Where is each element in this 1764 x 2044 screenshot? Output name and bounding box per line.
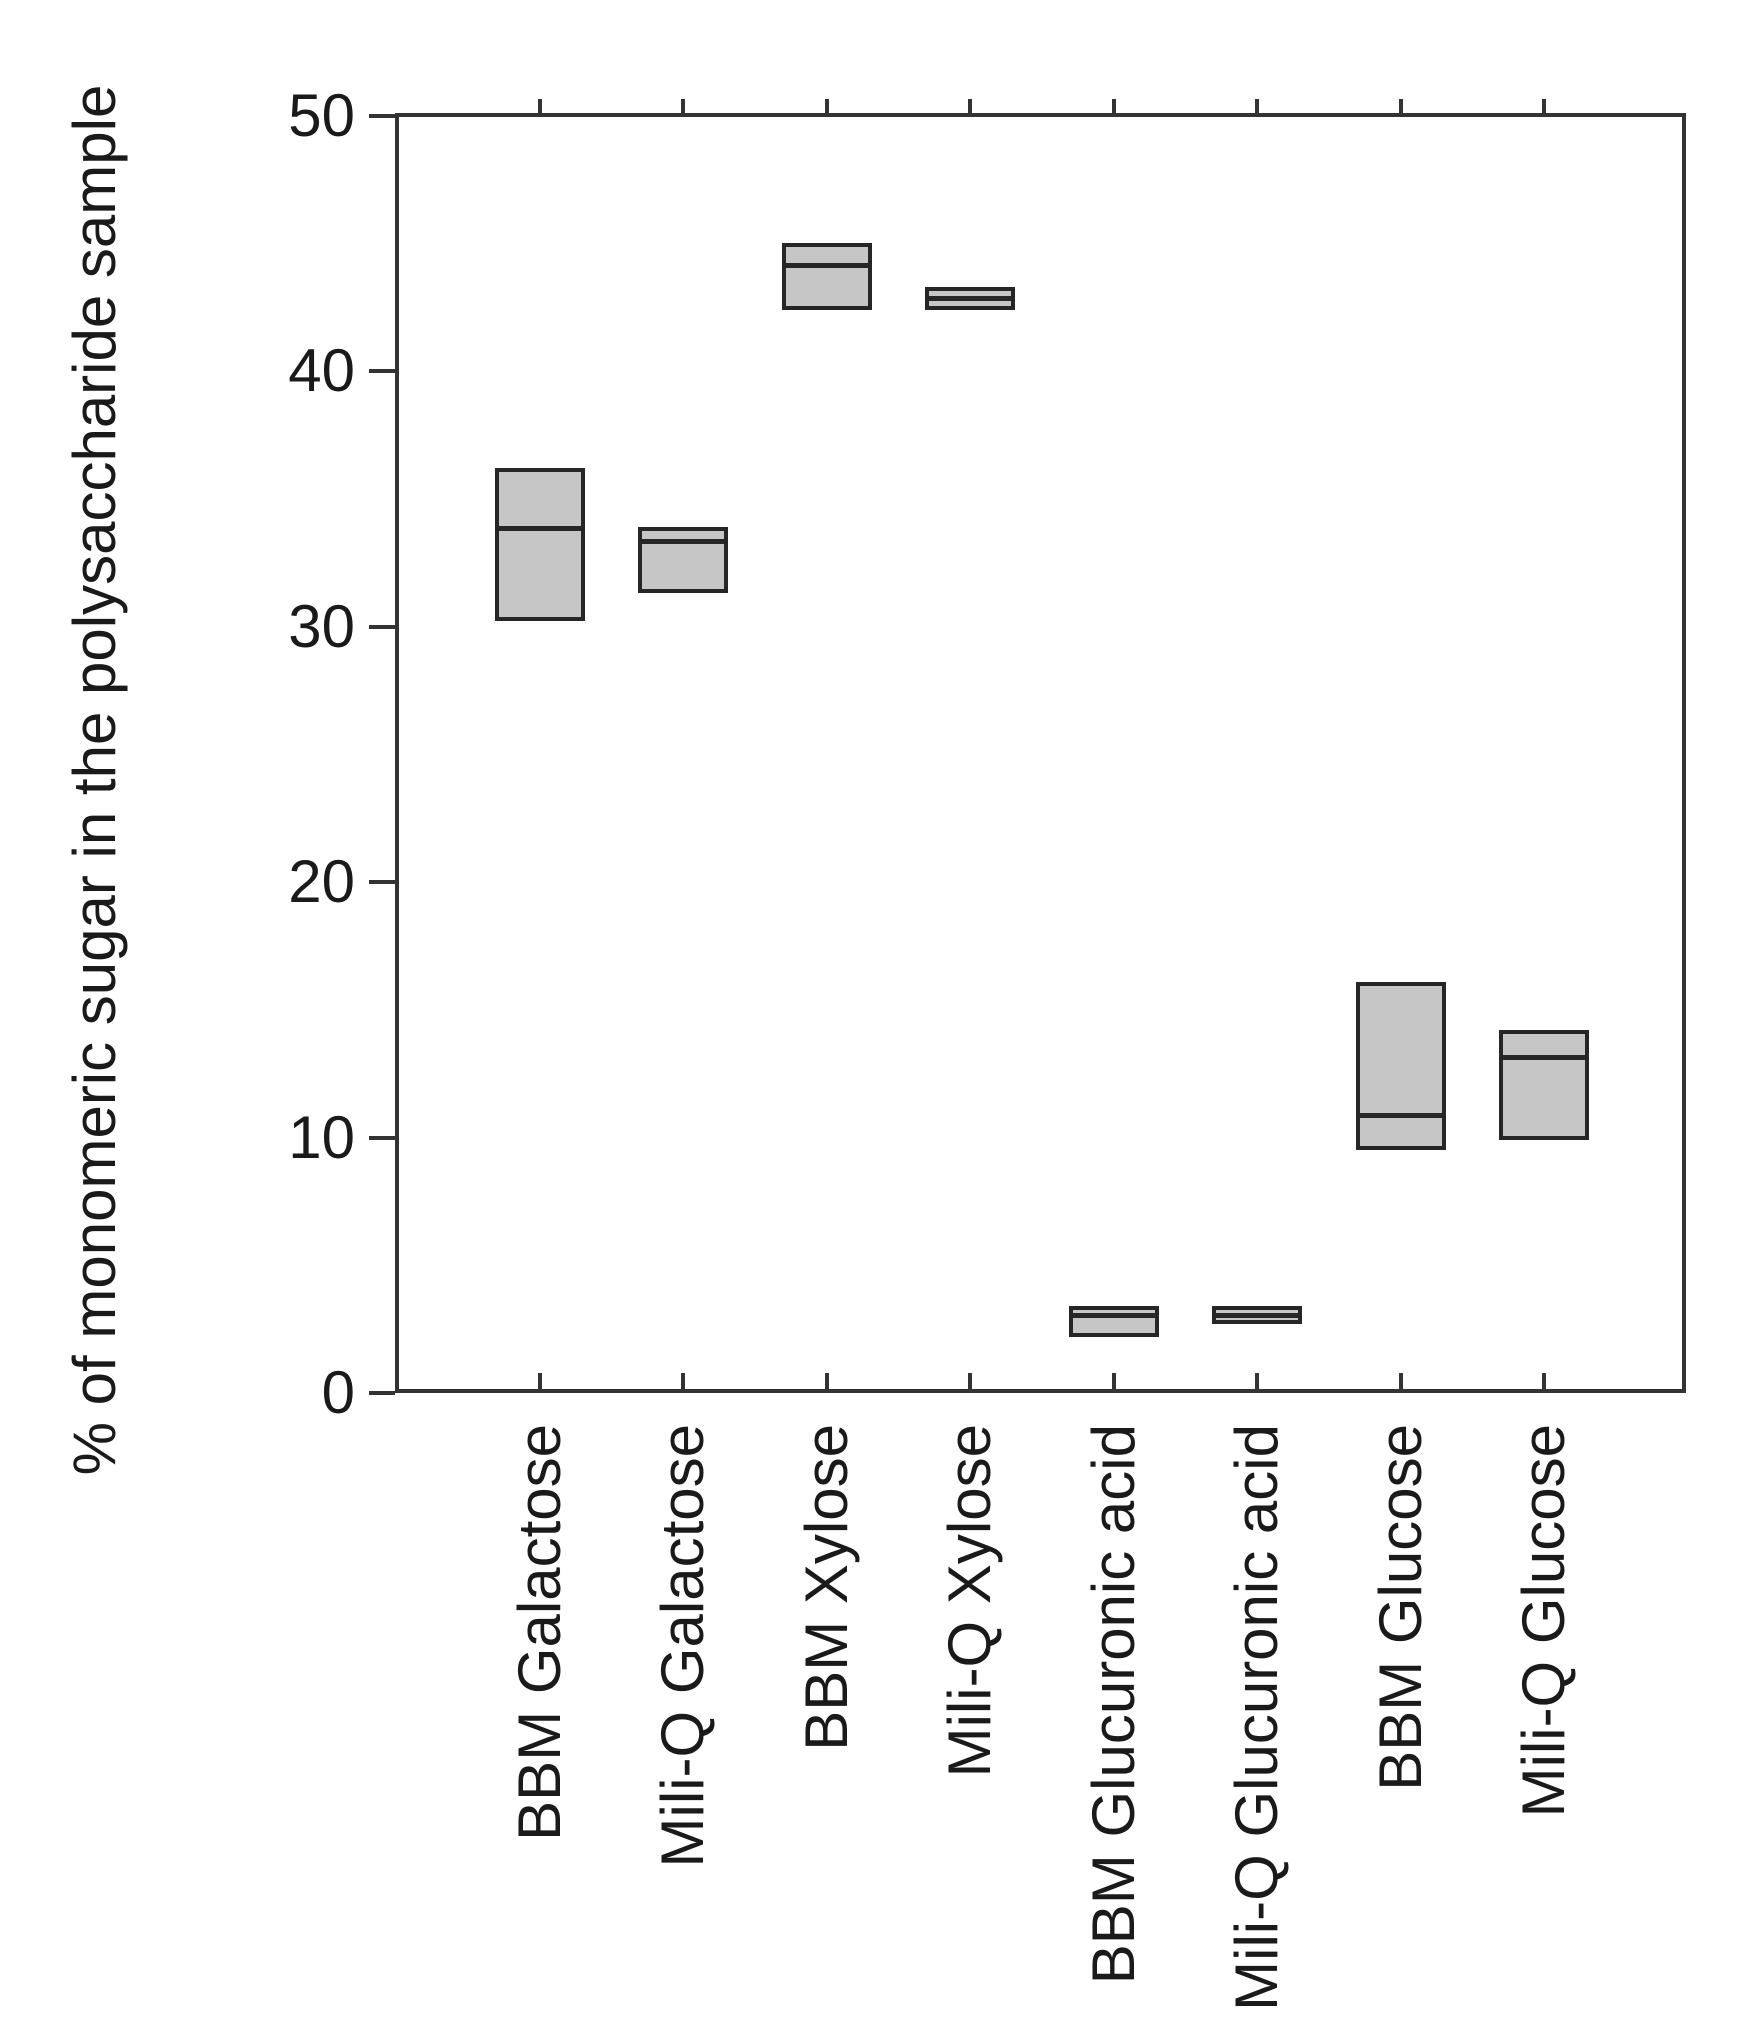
- x-category-label-bbm-galactose: BBM Galactose: [506, 1424, 573, 1841]
- x-axis-tick-bottom: [1255, 1373, 1260, 1391]
- x-category-label-bbm-glucose: BBM Glucose: [1366, 1424, 1434, 1791]
- x-category-label-mili-q-galactose: Mili-Q Galactose: [649, 1424, 717, 1868]
- y-axis-tick-label: 20: [288, 848, 355, 915]
- x-axis-tick-top: [1255, 99, 1260, 113]
- x-axis-tick-bottom: [681, 1373, 686, 1391]
- y-axis-tick-label: 30: [288, 592, 355, 660]
- x-category-label-bbm-glucuronic-acid: BBM Glucuronic acid: [1079, 1424, 1147, 1985]
- y-axis-tick: [369, 1391, 395, 1395]
- median-line-mili-q-xylose: [929, 295, 1012, 301]
- y-axis-tick: [369, 113, 395, 118]
- x-axis-tick-top: [1542, 99, 1546, 113]
- median-line-bbm-xylose: [785, 262, 868, 268]
- x-axis-tick-bottom: [1542, 1373, 1546, 1391]
- median-line-bbm-galactose: [499, 525, 581, 531]
- y-axis-tick-label: 40: [288, 337, 355, 404]
- median-line-bbm-glucuronic-acid: [1072, 1312, 1155, 1318]
- plot-frame: [395, 113, 1686, 1393]
- median-line-mili-q-glucose: [1503, 1054, 1585, 1060]
- y-axis-tick: [369, 369, 395, 373]
- x-axis-tick-top: [824, 99, 829, 113]
- x-axis-tick-top: [1111, 99, 1116, 113]
- box-mili-q-glucose: [1499, 1030, 1589, 1141]
- x-axis-tick-bottom: [1398, 1373, 1403, 1391]
- y-axis-tick: [369, 880, 395, 884]
- box-bbm-xylose: [781, 243, 872, 310]
- y-axis-title: % of monomeric sugar in the polysacchari…: [61, 84, 128, 1476]
- box-bbm-galactose: [495, 468, 585, 622]
- x-axis-tick-top: [1398, 99, 1403, 113]
- x-axis-tick-bottom: [968, 1373, 973, 1391]
- box-bbm-glucuronic-acid: [1068, 1306, 1159, 1337]
- x-axis-tick-bottom: [824, 1373, 829, 1391]
- box-bbm-glucose: [1355, 981, 1446, 1151]
- median-line-mili-q-galactose: [642, 538, 725, 544]
- x-axis-tick-bottom: [538, 1373, 542, 1391]
- x-category-label-mili-q-xylose: Mili-Q Xylose: [936, 1424, 1004, 1778]
- y-axis-tick-label: 50: [288, 81, 355, 149]
- x-axis-tick-bottom: [1111, 1373, 1116, 1391]
- median-line-mili-q-glucuronic-acid: [1216, 1312, 1299, 1318]
- median-line-bbm-glucose: [1359, 1113, 1442, 1119]
- box-mili-q-galactose: [638, 526, 729, 594]
- x-category-label-bbm-xylose: BBM Xylose: [792, 1424, 860, 1751]
- x-axis-tick-top: [681, 99, 686, 113]
- x-category-label-mili-q-glucose: Mili-Q Glucose: [1510, 1424, 1577, 1818]
- y-axis-tick-label: 0: [321, 1359, 355, 1426]
- y-axis-tick-label: 10: [288, 1103, 355, 1171]
- y-axis-tick: [369, 1135, 395, 1140]
- box-mili-q-xylose: [925, 286, 1016, 310]
- x-category-label-mili-q-glucuronic-acid: Mili-Q Glucuronic acid: [1223, 1424, 1291, 2011]
- x-axis-tick-top: [968, 99, 973, 113]
- box-mili-q-glucuronic-acid: [1212, 1306, 1303, 1324]
- x-axis-tick-top: [538, 99, 542, 113]
- y-axis-tick: [369, 624, 395, 629]
